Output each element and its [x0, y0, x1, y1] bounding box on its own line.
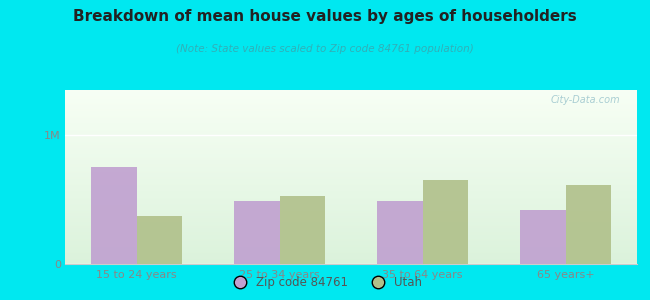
Bar — [234, 201, 280, 264]
Text: (Note: State values scaled to Zip code 84761 population): (Note: State values scaled to Zip code 8… — [176, 44, 474, 53]
Bar — [377, 201, 423, 264]
Text: City-Data.com: City-Data.com — [550, 95, 620, 105]
Bar — [422, 180, 468, 264]
Legend: Zip code 84761, Utah: Zip code 84761, Utah — [223, 272, 427, 294]
Bar — [91, 167, 136, 264]
Bar — [520, 210, 566, 264]
Bar — [136, 216, 182, 264]
Text: Breakdown of mean house values by ages of householders: Breakdown of mean house values by ages o… — [73, 9, 577, 24]
Bar — [566, 185, 611, 264]
Bar — [280, 196, 325, 264]
